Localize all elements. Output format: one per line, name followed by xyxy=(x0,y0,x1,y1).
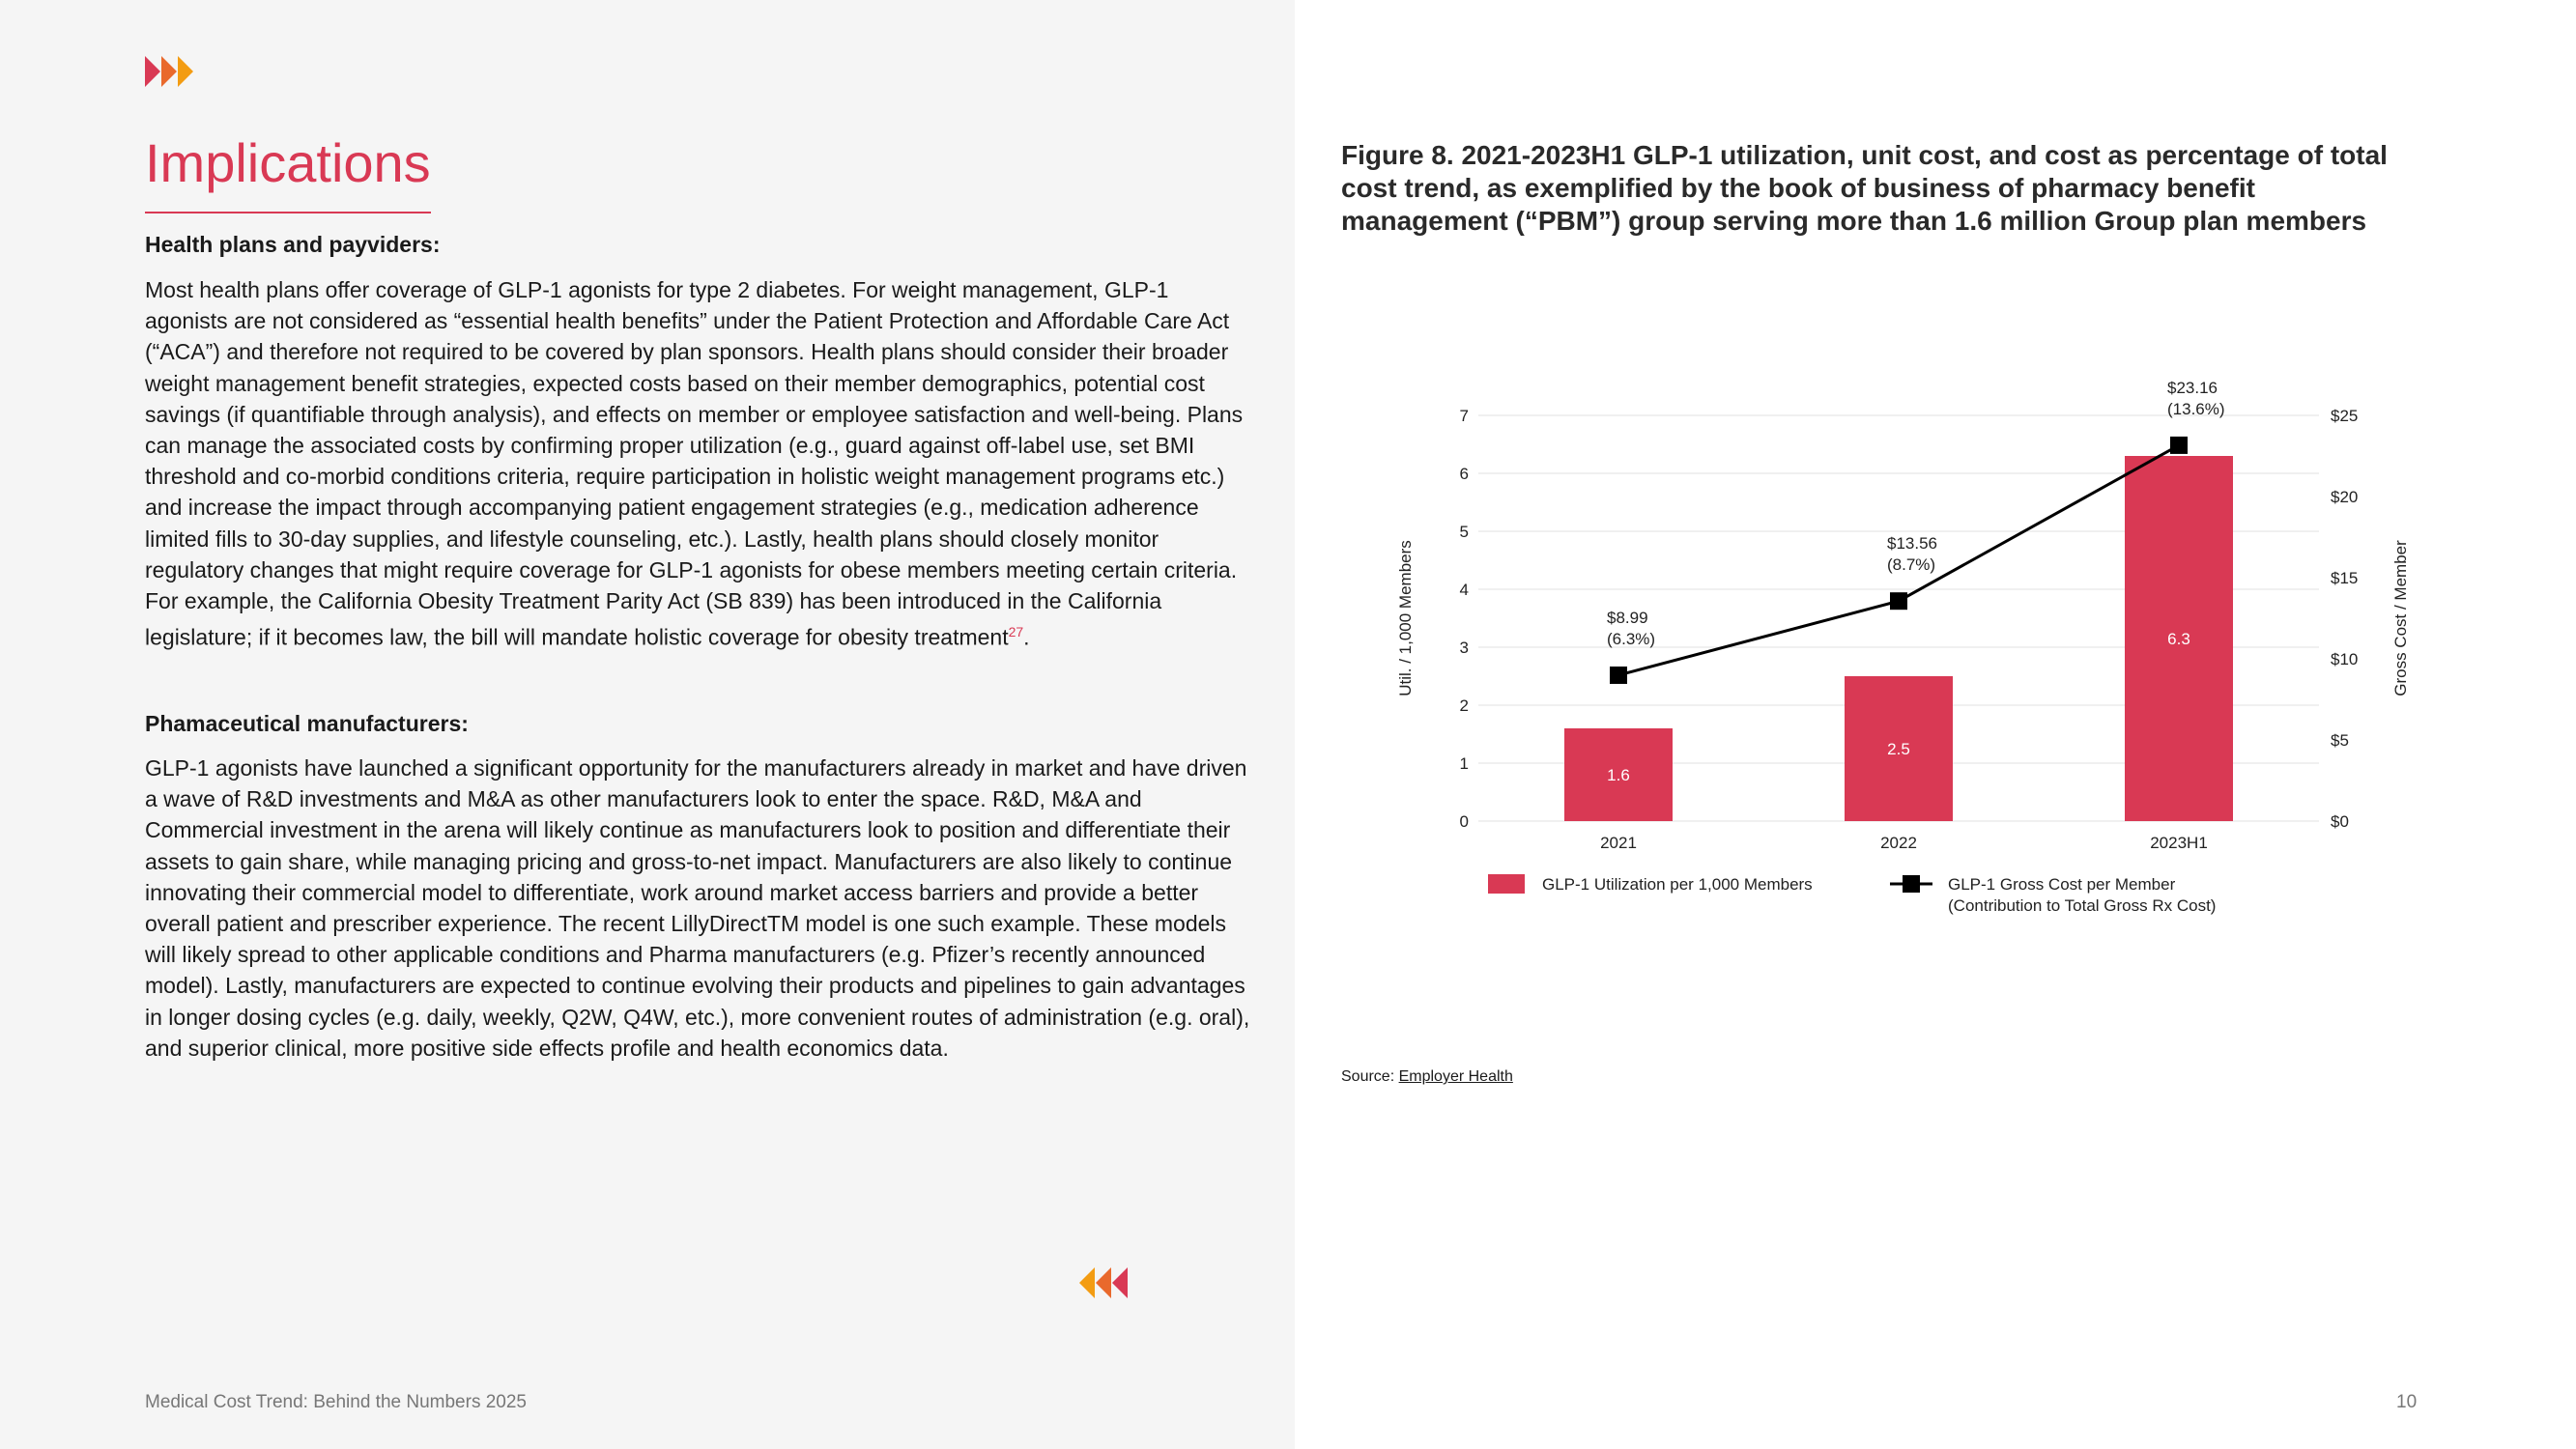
source-label: Source: xyxy=(1341,1068,1399,1085)
back-chevrons-icon[interactable] xyxy=(1079,1267,1131,1298)
bar xyxy=(1564,728,1673,821)
y2-tick-label: $0 xyxy=(2331,812,2349,831)
x-tick-label: 2021 xyxy=(1600,834,1637,852)
section-body-manufacturers: GLP-1 agonists have launched a significa… xyxy=(145,755,1250,1061)
page-number: 10 xyxy=(2396,1392,2418,1412)
bar xyxy=(1845,676,1953,821)
section-heading-manufacturers: Phamaceutical manufacturers: xyxy=(145,711,469,736)
section-body-health-plans: Most health plans offer coverage of GLP-… xyxy=(145,274,1256,653)
forward-chevrons-icon xyxy=(145,56,193,87)
y2-tick-label: $10 xyxy=(2331,650,2358,668)
y-tick-label: 1 xyxy=(1460,754,1469,773)
y2-tick-label: $25 xyxy=(2331,407,2358,425)
x-tick-label: 2022 xyxy=(1880,834,1917,852)
footnote-ref[interactable]: 27 xyxy=(1008,624,1024,640)
bar-value-label: 6.3 xyxy=(2167,630,2190,648)
legend-line-marker xyxy=(1903,875,1920,893)
y-tick-label: 5 xyxy=(1460,523,1469,541)
figure-title: Figure 8. 2021-2023H1 GLP-1 utilization,… xyxy=(1341,140,2388,236)
legend-bar-label: GLP-1 Utilization per 1,000 Members xyxy=(1542,875,1813,894)
cost-share-label: (13.6%) xyxy=(2167,400,2225,418)
y-tick-label: 0 xyxy=(1460,812,1469,831)
cost-marker xyxy=(1890,592,1907,611)
glp1-chart: 0 1 2 3 4 5 6 7 $0 $5 $10 $15 $20 $25 Util. / 1,000 Me… xyxy=(1396,379,2410,915)
y-tick-label: 7 xyxy=(1460,407,1469,425)
bar xyxy=(2125,456,2233,821)
y2-tick-label: $15 xyxy=(2331,569,2358,587)
legend-line-label-2: (Contribution to Total Gross Rx Cost) xyxy=(1948,896,2216,915)
y-tick-label: 3 xyxy=(1460,639,1469,657)
cost-value-label: $23.16 xyxy=(2167,379,2218,397)
footer-title: Medical Cost Trend: Behind the Numbers 2… xyxy=(145,1392,527,1412)
source-note: Source: Employer Health xyxy=(1341,1068,1513,1086)
cost-marker xyxy=(1610,666,1627,684)
cost-value-label: $8.99 xyxy=(1607,609,1648,627)
legend-bar-swatch xyxy=(1488,874,1525,894)
y-tick-label: 6 xyxy=(1460,465,1469,483)
bar-value-label: 2.5 xyxy=(1887,740,1910,758)
cost-value-label: $13.56 xyxy=(1887,534,1937,553)
y2-tick-label: $5 xyxy=(2331,731,2349,750)
section-heading-health-plans: Health plans and payviders: xyxy=(145,232,441,257)
bar-value-label: 1.6 xyxy=(1607,766,1630,784)
y2-tick-label: $20 xyxy=(2331,488,2358,506)
page-title: Implications xyxy=(145,131,431,213)
y-tick-label: 4 xyxy=(1460,581,1469,599)
x-tick-label: 2023H1 xyxy=(2150,834,2208,852)
body-text: Most health plans offer coverage of GLP-… xyxy=(145,277,1244,650)
y-tick-label: 2 xyxy=(1460,696,1469,715)
legend-line-label: GLP-1 Gross Cost per Member xyxy=(1948,875,2176,894)
y2-axis-label: Gross Cost / Member xyxy=(2391,540,2410,696)
y-axis-label: Util. / 1,000 Members xyxy=(1396,540,1415,696)
cost-marker xyxy=(2170,436,2188,454)
source-link[interactable]: Employer Health xyxy=(1398,1068,1513,1085)
cost-share-label: (6.3%) xyxy=(1607,630,1655,648)
left-panel xyxy=(0,0,1295,1449)
cost-share-label: (8.7%) xyxy=(1887,555,1935,574)
body-end: . xyxy=(1023,624,1030,650)
